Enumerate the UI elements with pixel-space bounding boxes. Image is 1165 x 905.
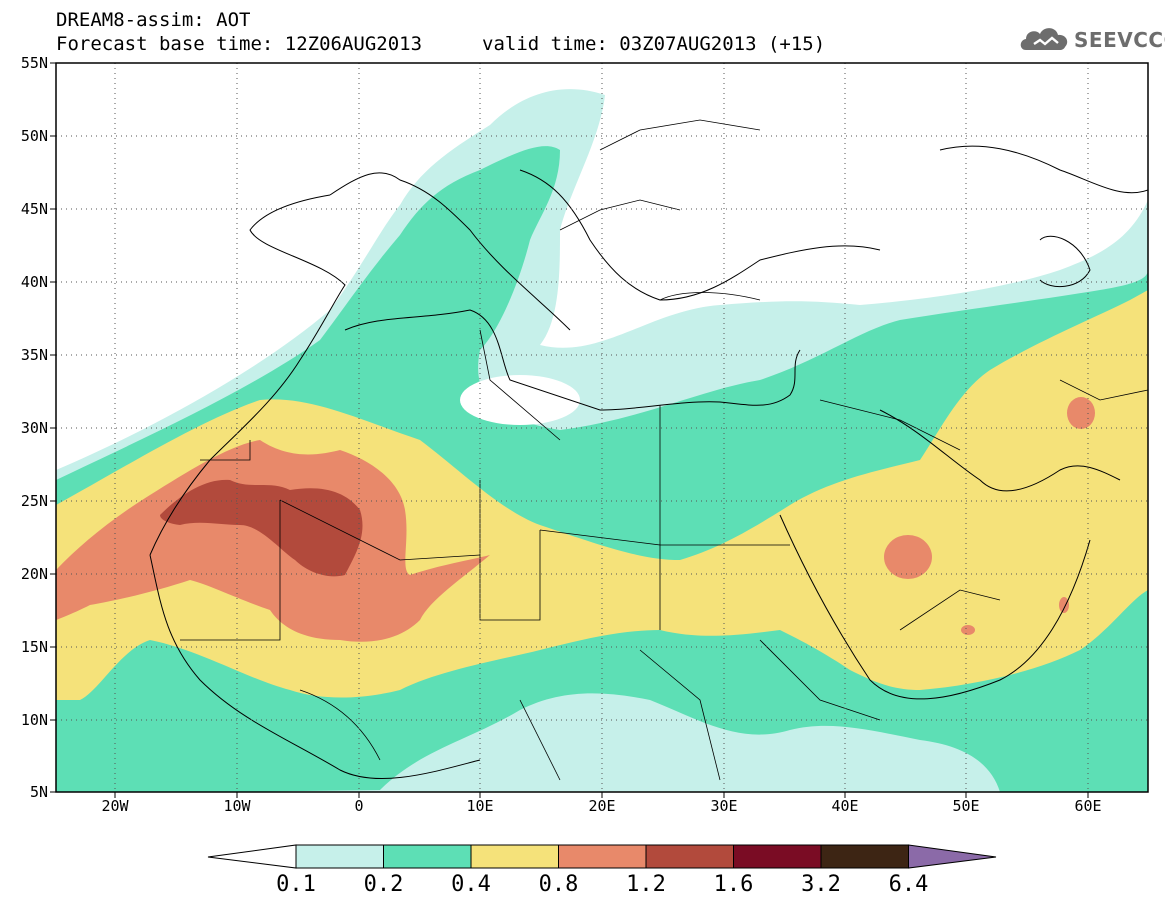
aot-patch-arabia <box>884 535 932 579</box>
colorbar-box-4 <box>558 844 647 869</box>
lat-label-45n: 45N <box>20 200 48 218</box>
colorbar-box-7 <box>820 844 909 869</box>
colorbar-arrow-high <box>908 844 997 869</box>
map-title: DREAM8-assim: AOT <box>56 9 251 31</box>
axis-ticks <box>50 62 1089 798</box>
lat-label-25n: 25N <box>20 492 48 510</box>
aot-patch-iran <box>1067 397 1095 429</box>
lat-label-30n: 30N <box>20 419 48 437</box>
lat-label-20n: 20N <box>20 565 48 583</box>
colorbar-box-1 <box>295 844 384 869</box>
lat-label-5n: 5N <box>29 783 48 801</box>
colorbar-label-3.2: 3.2 <box>801 872 841 897</box>
colorbar-label-6.4: 6.4 <box>888 872 929 897</box>
colorbar-label-1.6: 1.6 <box>713 872 754 897</box>
aot-patch-clear2 <box>620 325 760 365</box>
lon-label-10w: 10W <box>223 797 251 815</box>
logo-text: SEEVCCC <box>1074 28 1165 52</box>
colorbar-box-5 <box>645 844 734 869</box>
lon-label-50e: 50E <box>952 797 980 815</box>
colorbar-label-0.8: 0.8 <box>538 872 579 897</box>
colorbar-box-2 <box>383 844 472 869</box>
colorbar-box-3 <box>470 844 559 869</box>
aot-patch-east <box>961 625 975 635</box>
colorbar-arrow-low <box>207 844 297 869</box>
graticule <box>56 63 1148 792</box>
country-borders <box>180 119 1148 781</box>
lat-label-50n: 50N <box>20 127 48 145</box>
forecast-base-time: Forecast base time: 12Z06AUG2013 <box>56 33 423 55</box>
lon-label-20w: 20W <box>101 797 129 815</box>
lon-label-30e: 30E <box>710 797 738 815</box>
colorbar-label-1.2: 1.2 <box>626 872 666 897</box>
lon-label-20e: 20E <box>588 797 616 815</box>
lon-label-0: 0 <box>354 797 364 815</box>
colorbar <box>207 844 997 869</box>
colorbar-label-0.1: 0.1 <box>276 872 316 897</box>
lon-label-10e: 10E <box>466 797 494 815</box>
lon-label-60e: 60E <box>1074 797 1102 815</box>
aot-patch-clear <box>460 375 580 425</box>
valid-time: valid time: 03Z07AUG2013 (+15) <box>482 33 826 55</box>
lat-label-10n: 10N <box>20 711 48 729</box>
cloud-icon <box>1020 28 1068 50</box>
colorbar-label-0.2: 0.2 <box>363 872 404 897</box>
lat-label-15n: 15N <box>20 638 48 656</box>
lat-label-35n: 35N <box>20 346 48 364</box>
lon-label-40e: 40E <box>831 797 859 815</box>
lat-label-40n: 40N <box>20 273 48 291</box>
seevccc-logo: SEEVCCC <box>1018 22 1165 56</box>
colorbar-label-0.4: 0.4 <box>451 872 491 897</box>
aot-patch-east2 <box>1059 597 1069 613</box>
lat-label-55n: 55N <box>20 54 48 72</box>
colorbar-box-6 <box>733 844 822 869</box>
aot-band-1.2 <box>160 479 363 577</box>
